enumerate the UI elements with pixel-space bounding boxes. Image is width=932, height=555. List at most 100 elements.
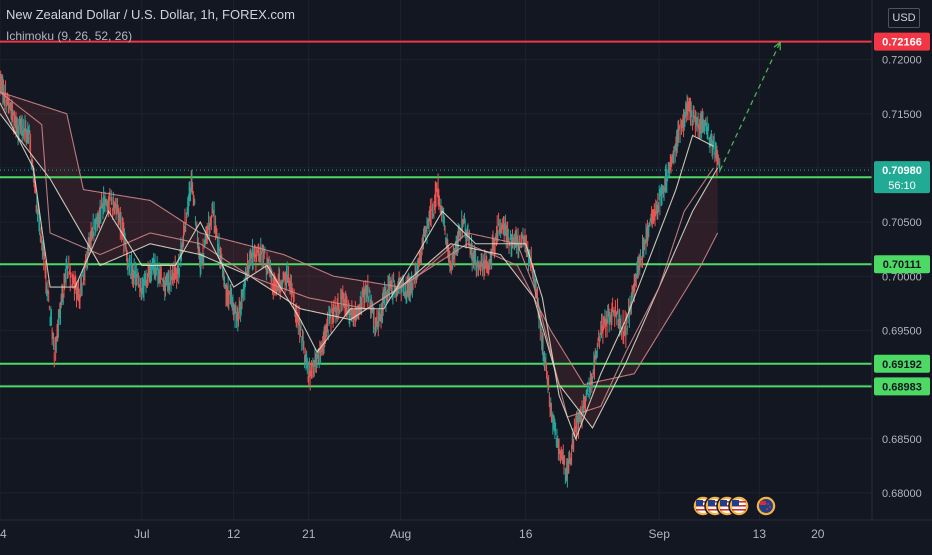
candle-body-up: [139, 279, 140, 282]
price-tick-label: 0.72000: [882, 55, 922, 67]
candle-body-up: [649, 224, 650, 226]
candle-body-up: [301, 328, 302, 329]
candle-body-up: [319, 355, 320, 363]
candle-body-down: [718, 157, 719, 163]
candle-body-down: [445, 226, 446, 227]
candle-body-down: [294, 296, 295, 297]
time-tick-label: 13: [753, 527, 767, 541]
candle-body-up: [282, 283, 283, 288]
candle-body-up: [82, 288, 83, 292]
candle-body-down: [636, 278, 637, 285]
candle-body-down: [599, 344, 600, 345]
candle-body-up: [249, 269, 250, 270]
time-tick-label: 14: [0, 527, 7, 541]
candle-body-up: [253, 257, 254, 259]
candle-body-down: [80, 297, 81, 300]
candle-body-down: [49, 307, 50, 308]
candle-body-up: [66, 258, 67, 259]
candle-body-down: [564, 458, 565, 461]
candle-body-down: [551, 404, 552, 413]
candle-body-up: [51, 319, 52, 320]
candle-body-down: [192, 188, 193, 191]
candle-body-up: [272, 275, 273, 277]
candle-body-up: [307, 363, 308, 369]
candle-body-down: [598, 345, 599, 347]
candle-body-down: [454, 255, 455, 257]
candle-body-down: [681, 128, 682, 129]
candle-body-down: [678, 130, 679, 133]
candle-body-down: [303, 350, 304, 351]
candle-body-up: [587, 392, 588, 393]
candle-body-up: [468, 231, 469, 232]
candle-body-up: [214, 212, 215, 224]
current-price-label: 0.70980: [882, 165, 922, 177]
candle-body-down: [439, 197, 440, 198]
candle-body-down: [594, 363, 595, 370]
candle-body-down: [162, 285, 163, 286]
candle-body-down: [84, 267, 85, 275]
candle-body-up: [708, 128, 709, 130]
candle-body-up: [685, 122, 686, 123]
candle-body-up: [130, 260, 131, 264]
candle-body-up: [555, 423, 556, 432]
price-tick-label: 0.70500: [882, 217, 922, 229]
candle-body-up: [265, 252, 266, 253]
nz-flag-icon[interactable]: [756, 496, 776, 516]
candle-body-down: [161, 274, 162, 275]
candle-body-down: [4, 100, 5, 102]
candle-body-up: [219, 241, 220, 246]
time-tick-label: 21: [302, 527, 316, 541]
candle-body-up: [667, 178, 668, 181]
candle-body-down: [264, 255, 265, 258]
candle-body-down: [110, 208, 111, 210]
us-flag-icon[interactable]: [729, 496, 749, 516]
currency-badge[interactable]: USD: [888, 8, 920, 28]
candle-body-up: [491, 256, 492, 261]
candle-body-down: [545, 367, 546, 368]
candle-body-up: [121, 222, 122, 228]
time-tick-label: Aug: [390, 527, 411, 541]
candle-body-up: [475, 259, 476, 261]
candle-body-up: [205, 245, 206, 246]
candle-body-down: [679, 127, 680, 128]
candle-body-up: [588, 394, 589, 397]
indicator-legend[interactable]: Ichimoku (9, 26, 52, 26): [6, 29, 132, 43]
candle-body-down: [374, 318, 375, 324]
candle-body-up: [432, 207, 433, 215]
candle-body-up: [627, 328, 628, 330]
candle-body-up: [134, 268, 135, 269]
candle-body-up: [543, 339, 544, 351]
candle-body-down: [255, 252, 256, 253]
candle-body-down: [310, 378, 311, 380]
candle-body-down: [228, 298, 229, 303]
candle-body-down: [612, 313, 613, 319]
candle-body-up: [508, 229, 509, 231]
candle-body-down: [262, 253, 263, 263]
price-tick-label: 0.68000: [882, 488, 922, 500]
candle-body-up: [719, 162, 720, 164]
candle-body-down: [480, 267, 481, 269]
candle-body-down: [612, 303, 613, 310]
candle-body-up: [708, 134, 709, 140]
candle-body-down: [196, 224, 197, 225]
candle-body-down: [673, 152, 674, 156]
nz-flag-star: [767, 503, 769, 505]
price-tick-label: 0.71500: [882, 109, 922, 121]
us-flag-canton: [720, 500, 727, 506]
candle-body-down: [68, 263, 69, 268]
candle-body-down: [112, 204, 113, 205]
nz-flag-star: [766, 508, 768, 510]
candle-body-down: [548, 383, 549, 386]
candle-body-down: [235, 309, 236, 310]
candle-body-up: [179, 268, 180, 272]
candle-body-down: [658, 204, 659, 207]
candle-body-up: [489, 268, 490, 269]
event-icons[interactable]: [693, 496, 776, 516]
candle-body-down: [549, 396, 550, 404]
level-price-label: 0.69192: [882, 359, 922, 371]
us-flag-canton: [696, 500, 703, 506]
price-tick-label: 0.69500: [882, 325, 922, 337]
candle-body-down: [347, 303, 348, 311]
